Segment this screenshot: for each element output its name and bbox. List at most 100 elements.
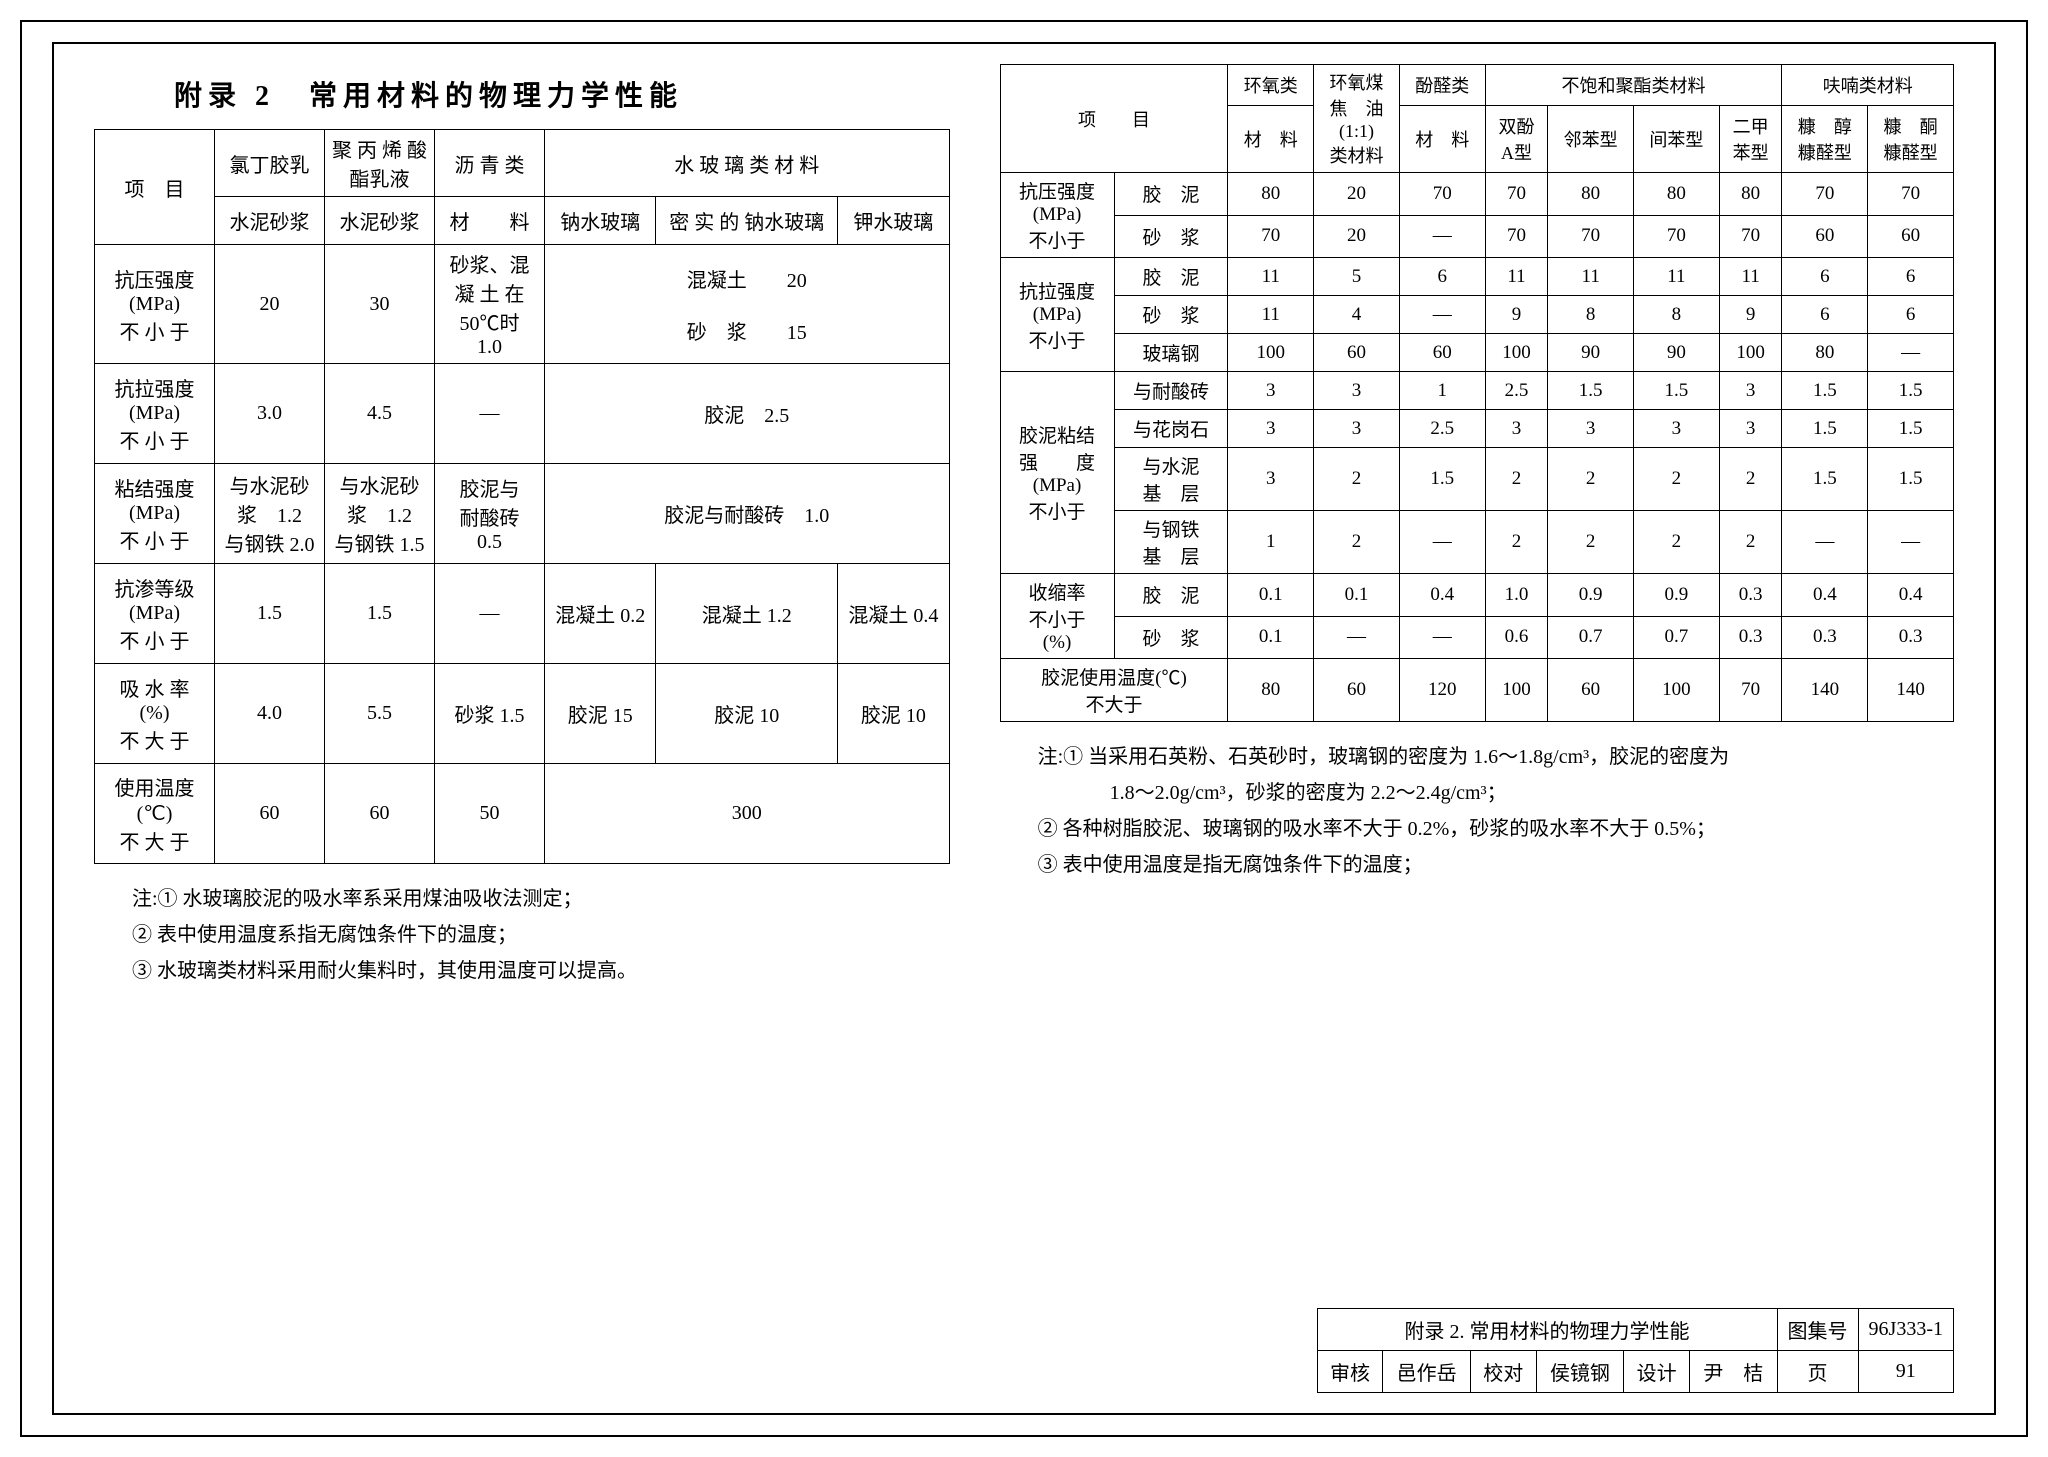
- row-group-label: 胶泥粘结 强 度 (MPa) 不小于: [1000, 372, 1114, 574]
- cell: 80: [1634, 173, 1720, 216]
- note-line: 1.8～2.0g/cm³，砂浆的密度为 2.2～2.4g/cm³；: [1000, 776, 1954, 810]
- cell: 0.4: [1782, 574, 1868, 617]
- cell: 2: [1719, 511, 1782, 574]
- cell: 60: [325, 764, 435, 864]
- cell: 70: [1399, 173, 1485, 216]
- cell: 70: [1719, 659, 1782, 722]
- cell: 2: [1548, 448, 1634, 511]
- cell: 1.5: [1868, 410, 1954, 448]
- cell: 60: [1868, 215, 1954, 258]
- tb-setno: 96J333-1: [1858, 1309, 1953, 1351]
- cell: 3: [1548, 410, 1634, 448]
- cell: 2: [1719, 448, 1782, 511]
- cell: 3.0: [215, 364, 325, 464]
- th: 聚 丙 烯 酸酯乳液: [325, 130, 435, 197]
- row-sublabel: 胶 泥: [1114, 258, 1228, 296]
- cell: 1.0: [1485, 574, 1548, 617]
- cell: 6: [1399, 258, 1485, 296]
- row-label: 抗压强度 (MPa) 不 小 于: [95, 245, 215, 364]
- cell: 60: [215, 764, 325, 864]
- th: 钠水玻璃: [545, 197, 656, 245]
- cell: 11: [1634, 258, 1720, 296]
- cell: 70: [1782, 173, 1868, 216]
- cell: 6: [1782, 296, 1868, 334]
- cell: —: [435, 564, 545, 664]
- cell: 0.9: [1634, 574, 1720, 617]
- cell: 70: [1485, 173, 1548, 216]
- cell: 5: [1314, 258, 1400, 296]
- row-sublabel: 砂 浆: [1114, 215, 1228, 258]
- cell: 2: [1485, 448, 1548, 511]
- cell: —: [1399, 296, 1485, 334]
- cell: —: [435, 364, 545, 464]
- cell: 60: [1314, 334, 1400, 372]
- cell: —: [1868, 511, 1954, 574]
- cell: 60: [1399, 334, 1485, 372]
- cell: —: [1782, 511, 1868, 574]
- tb-cell: 侯镜钢: [1536, 1351, 1623, 1393]
- row-sublabel: 砂 浆: [1114, 616, 1228, 659]
- cell: 100: [1485, 659, 1548, 722]
- note-line: 注:① 当采用石英粉、石英砂时，玻璃钢的密度为 1.6～1.8g/cm³，胶泥的…: [1000, 740, 1954, 774]
- cell: 140: [1868, 659, 1954, 722]
- th: 环氧类: [1228, 65, 1314, 106]
- tb-cell: 页: [1777, 1351, 1858, 1393]
- tb-cell: 设计: [1624, 1351, 1690, 1393]
- cell: 0.7: [1548, 616, 1634, 659]
- cell: 2: [1314, 511, 1400, 574]
- cell: 120: [1399, 659, 1485, 722]
- cell: 3: [1228, 448, 1314, 511]
- row-group-label: 抗拉强度 (MPa) 不小于: [1000, 258, 1114, 372]
- row-sublabel: 胶 泥: [1114, 574, 1228, 617]
- th-item: 项 目: [95, 130, 215, 245]
- left-notes: 注:① 水玻璃胶泥的吸水率系采用煤油吸收法测定； ② 表中使用温度系指无腐蚀条件…: [94, 882, 950, 988]
- cell: 9: [1719, 296, 1782, 334]
- cell: 3: [1228, 372, 1314, 410]
- tb-cell: 邑作岳: [1383, 1351, 1470, 1393]
- cell: 胶泥 10: [838, 664, 949, 764]
- cell: 80: [1548, 173, 1634, 216]
- cell: 1.5: [1399, 448, 1485, 511]
- cell: 0.3: [1719, 574, 1782, 617]
- cell: 20: [215, 245, 325, 364]
- row-group-label: 收缩率 不小于 (%): [1000, 574, 1114, 659]
- cell: 0.4: [1399, 574, 1485, 617]
- cell: 1.5: [1548, 372, 1634, 410]
- row-sublabel: 玻璃钢: [1114, 334, 1228, 372]
- cell: 70: [1485, 215, 1548, 258]
- row-group-label: 抗压强度 (MPa) 不小于: [1000, 173, 1114, 258]
- th: 材 料: [1399, 106, 1485, 173]
- title-block: 附录 2. 常用材料的物理力学性能 图集号 96J333-1 审核 邑作岳 校对…: [1317, 1308, 1954, 1393]
- cell: 11: [1228, 296, 1314, 334]
- appendix-title: 附录 2 常用材料的物理力学性能: [174, 74, 950, 114]
- th: 酚醛类: [1399, 65, 1485, 106]
- cell: 140: [1782, 659, 1868, 722]
- cell: 0.9: [1548, 574, 1634, 617]
- cell: 70: [1548, 215, 1634, 258]
- note-line: ② 表中使用温度系指无腐蚀条件下的温度；: [94, 918, 950, 952]
- row-sublabel: 与花岗石: [1114, 410, 1228, 448]
- right-notes: 注:① 当采用石英粉、石英砂时，玻璃钢的密度为 1.6～1.8g/cm³，胶泥的…: [1000, 740, 1954, 882]
- cell: 5.5: [325, 664, 435, 764]
- cell: 20: [1314, 215, 1400, 258]
- th: 不饱和聚酯类材料: [1485, 65, 1782, 106]
- cell: 70: [1634, 215, 1720, 258]
- note-line: ③ 水玻璃类材料采用耐火集料时，其使用温度可以提高。: [94, 954, 950, 988]
- cell: 胶泥与耐酸砖 1.0: [545, 464, 950, 564]
- row-label: 吸 水 率 (%) 不 大 于: [95, 664, 215, 764]
- cell: 3: [1314, 410, 1400, 448]
- cell: 2: [1634, 448, 1720, 511]
- cell: 混凝土 20 砂 浆 15: [545, 245, 950, 364]
- cell: 砂浆、混 凝 土 在 50℃时 1.0: [435, 245, 545, 364]
- cell: 3: [1485, 410, 1548, 448]
- cell: —: [1399, 215, 1485, 258]
- cell: 1.5: [1782, 448, 1868, 511]
- tb-cell: 91: [1858, 1351, 1953, 1393]
- cell: 0.7: [1634, 616, 1720, 659]
- cell: 与水泥砂 浆 1.2 与钢铁 1.5: [325, 464, 435, 564]
- cell: 0.3: [1868, 616, 1954, 659]
- left-material-table: 项 目 氯丁胶乳 聚 丙 烯 酸酯乳液 沥 青 类 水 玻 璃 类 材 料 水泥…: [94, 129, 950, 864]
- th: 密 实 的 钠水玻璃: [656, 197, 838, 245]
- row-label: 抗拉强度 (MPa) 不 小 于: [95, 364, 215, 464]
- cell: 80: [1228, 173, 1314, 216]
